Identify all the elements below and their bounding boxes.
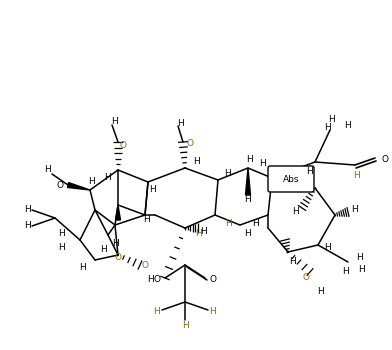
Text: H: H xyxy=(226,218,232,228)
Text: H: H xyxy=(210,307,216,315)
Text: H: H xyxy=(25,205,31,215)
Text: O: O xyxy=(303,273,310,281)
Text: H: H xyxy=(196,229,202,238)
Text: H: H xyxy=(245,196,251,204)
Text: H: H xyxy=(178,119,184,128)
Text: Abs: Abs xyxy=(283,175,299,184)
Text: O: O xyxy=(154,275,160,285)
Text: H: H xyxy=(292,208,299,217)
Text: H: H xyxy=(247,154,253,163)
Text: H: H xyxy=(352,205,358,215)
Text: O: O xyxy=(209,275,216,285)
Text: H: H xyxy=(359,266,365,274)
Text: O: O xyxy=(381,154,388,163)
Text: H: H xyxy=(325,244,331,252)
Text: H: H xyxy=(290,257,296,266)
Text: H: H xyxy=(154,307,160,315)
Text: H: H xyxy=(25,222,31,231)
Text: H: H xyxy=(45,164,51,174)
Text: O: O xyxy=(120,140,127,149)
Text: H: H xyxy=(307,168,313,176)
Text: H: H xyxy=(143,215,151,224)
Text: H: H xyxy=(252,218,260,228)
Text: H: H xyxy=(245,229,251,238)
Text: H: H xyxy=(89,177,95,187)
Text: H: H xyxy=(318,287,324,296)
Text: H: H xyxy=(112,118,118,126)
Text: H: H xyxy=(328,116,336,125)
Text: H: H xyxy=(357,252,363,261)
Text: H: H xyxy=(354,170,360,180)
Polygon shape xyxy=(245,168,250,195)
Text: H: H xyxy=(260,160,267,168)
Text: H: H xyxy=(150,186,156,195)
Text: H: H xyxy=(194,158,200,167)
Text: H: H xyxy=(105,174,111,182)
Text: H: H xyxy=(59,244,65,252)
Polygon shape xyxy=(67,183,90,190)
Text: O: O xyxy=(142,260,149,270)
FancyBboxPatch shape xyxy=(268,166,314,192)
Text: H: H xyxy=(113,238,120,247)
Text: H: H xyxy=(101,245,107,253)
Text: O: O xyxy=(187,140,194,148)
Text: H: H xyxy=(80,264,86,273)
Text: H: H xyxy=(148,275,154,285)
Text: O: O xyxy=(56,182,64,190)
Text: H: H xyxy=(59,230,65,238)
Text: O: O xyxy=(114,253,122,262)
Polygon shape xyxy=(116,205,120,220)
Text: H: H xyxy=(325,124,331,133)
Text: H: H xyxy=(201,228,207,237)
Text: H: H xyxy=(183,322,189,330)
Text: H: H xyxy=(343,267,349,276)
Text: H: H xyxy=(345,121,351,131)
Text: H: H xyxy=(225,169,231,178)
